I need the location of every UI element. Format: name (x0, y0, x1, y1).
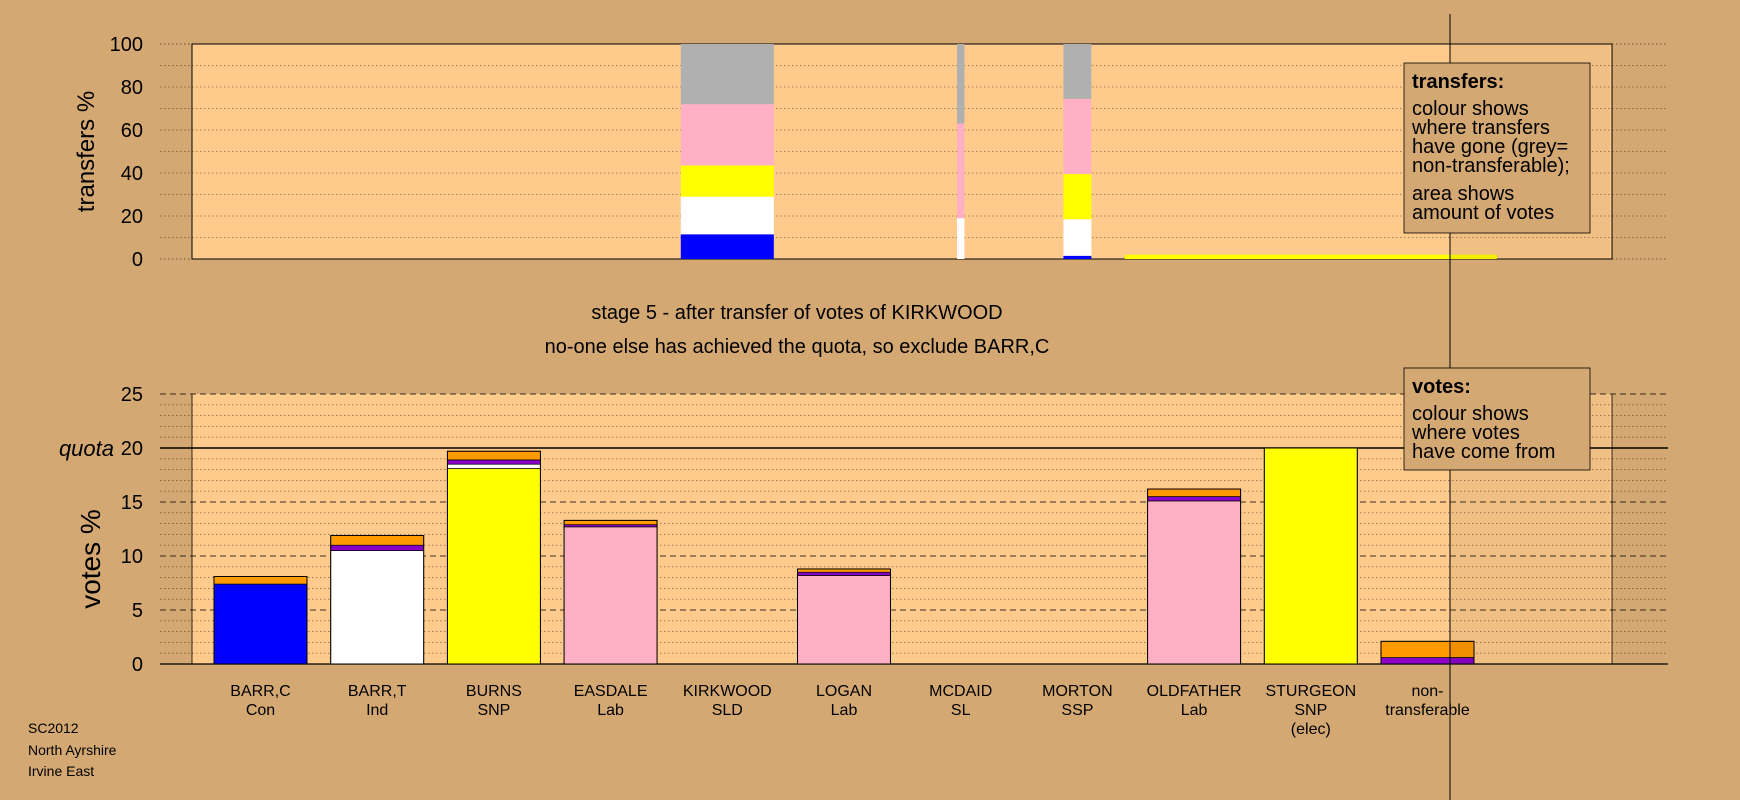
transfer-bar-segment (680, 44, 774, 105)
vote-bar-outline (330, 534, 425, 665)
vote-bar-segment (330, 544, 425, 551)
vote-bar-segment (1263, 447, 1358, 665)
candidate-party: SNP (477, 702, 510, 719)
stage-title: stage 5 - after transfer of votes of KIR… (591, 302, 1002, 324)
vote-bar-segment (797, 575, 891, 665)
footer-election: SC2012 (28, 720, 79, 736)
candidate-name: non- (1411, 683, 1443, 700)
transfer-bar-segment (956, 218, 965, 259)
vote-bar-segment (447, 459, 541, 465)
votes-tick-label: 25 (121, 384, 143, 406)
votes-plot-area (192, 394, 1612, 664)
candidate-party: SSP (1061, 702, 1093, 719)
vote-bar-segment (797, 571, 891, 576)
footer: SC2012 North Ayrshire Irvine East (28, 718, 116, 783)
votes-axis-label: votes % (75, 509, 106, 609)
transfers-legend-title: transfers: (1412, 71, 1504, 93)
transfers-legend-text: colour shows (1412, 98, 1529, 120)
votes-tick-label: 5 (132, 600, 143, 622)
vote-bar-segment (1147, 496, 1241, 502)
transfers-tick-label: 0 (132, 249, 143, 271)
candidate-party: Con (246, 702, 275, 719)
votes-tick-label: 15 (121, 492, 143, 514)
transfer-bar-segment (1063, 174, 1092, 220)
candidate-name: EASDALE (574, 683, 648, 700)
transfers-tick-label: 40 (121, 163, 143, 185)
transfer-bar-segment (680, 196, 774, 235)
transfer-bar-segment (680, 234, 774, 259)
vote-bar-segment (447, 468, 541, 665)
transfers-axis-label: transfers % (73, 91, 100, 212)
transfer-bar-segment (1063, 255, 1092, 259)
candidate-party: SL (951, 702, 971, 719)
vote-bar-segment (447, 463, 541, 469)
transfers-legend-text: amount of votes (1412, 202, 1554, 224)
vote-bar-segment (447, 450, 541, 461)
votes-legend-text: where votes (1411, 422, 1520, 444)
candidate-party: transferable (1385, 702, 1470, 719)
votes-legend-text: have come from (1412, 441, 1555, 463)
transfers-legend-box (1403, 62, 1591, 234)
vote-bar-segment (213, 583, 308, 665)
vote-bar-outline (1263, 447, 1358, 665)
candidate-name: LOGAN (816, 683, 872, 700)
candidate-name: KIRKWOOD (683, 683, 772, 700)
votes-tick-label: 20 (121, 438, 143, 460)
candidate-party: SNP (1294, 702, 1327, 719)
transfers-legend-text: where transfers (1411, 117, 1550, 139)
candidate-name: STURGEON (1265, 683, 1356, 700)
transfers-legend-text: area shows (1412, 183, 1514, 205)
quota-label: quota (59, 436, 114, 461)
transfer-bar-segment (956, 123, 965, 219)
votes-tick-label: 0 (132, 654, 143, 676)
vote-bar-outline (563, 519, 658, 665)
candidate-name: BARR,T (348, 683, 407, 700)
transfer-bar-segment (1063, 98, 1092, 175)
transfer-bar-segment (1063, 219, 1092, 256)
candidate-party: Lab (597, 702, 624, 719)
transfer-bar-segment (680, 104, 774, 166)
candidate-party: Lab (1181, 702, 1208, 719)
transfers-legend-text: non-transferable); (1412, 155, 1570, 177)
vote-bar-segment (1147, 488, 1241, 497)
transfer-bar-segment (1124, 254, 1497, 259)
vote-bar-segment (330, 550, 425, 665)
candidate-party: SLD (712, 702, 743, 719)
vote-bar-segment (213, 576, 308, 585)
candidate-note: (elec) (1291, 721, 1331, 738)
vote-bar-segment (1147, 500, 1241, 665)
footer-ward: Irvine East (28, 763, 95, 779)
candidate-name: BURNS (466, 683, 522, 700)
vote-bar-outline (446, 450, 541, 665)
footer-council: North Ayrshire (28, 741, 117, 758)
vote-bar-segment (330, 535, 425, 546)
candidate-name: MORTON (1042, 683, 1113, 700)
transfer-bar-segment (1063, 44, 1092, 99)
votes-tick-label: 10 (121, 546, 143, 568)
votes-legend-box (1403, 367, 1591, 471)
vote-bar-segment (563, 520, 658, 526)
transfers-tick-label: 20 (121, 206, 143, 228)
candidate-party: Lab (831, 702, 858, 719)
transfer-bar-segment (956, 44, 965, 124)
candidate-name: MCDAID (929, 683, 992, 700)
stage-subtitle: no-one else has achieved the quota, so e… (545, 336, 1050, 358)
transfers-legend-text: have gone (grey= (1412, 136, 1568, 158)
vote-bar-outline (213, 576, 308, 665)
vote-bar-outline (1147, 488, 1242, 665)
votes-legend-title: votes: (1412, 376, 1471, 398)
vote-bar-outline (797, 568, 891, 665)
vote-bar-outline (1380, 640, 1475, 665)
transfer-bar-segment (680, 165, 774, 197)
candidate-name: BARR,C (230, 683, 290, 700)
vote-bar-segment (563, 526, 658, 665)
votes-legend-text: colour shows (1412, 403, 1529, 425)
transfers-tick-label: 80 (121, 77, 143, 99)
candidate-name: OLDFATHER (1147, 683, 1242, 700)
transfers-tick-label: 60 (121, 120, 143, 142)
transfers-tick-label: 100 (110, 34, 143, 56)
candidate-party: Ind (366, 702, 388, 719)
